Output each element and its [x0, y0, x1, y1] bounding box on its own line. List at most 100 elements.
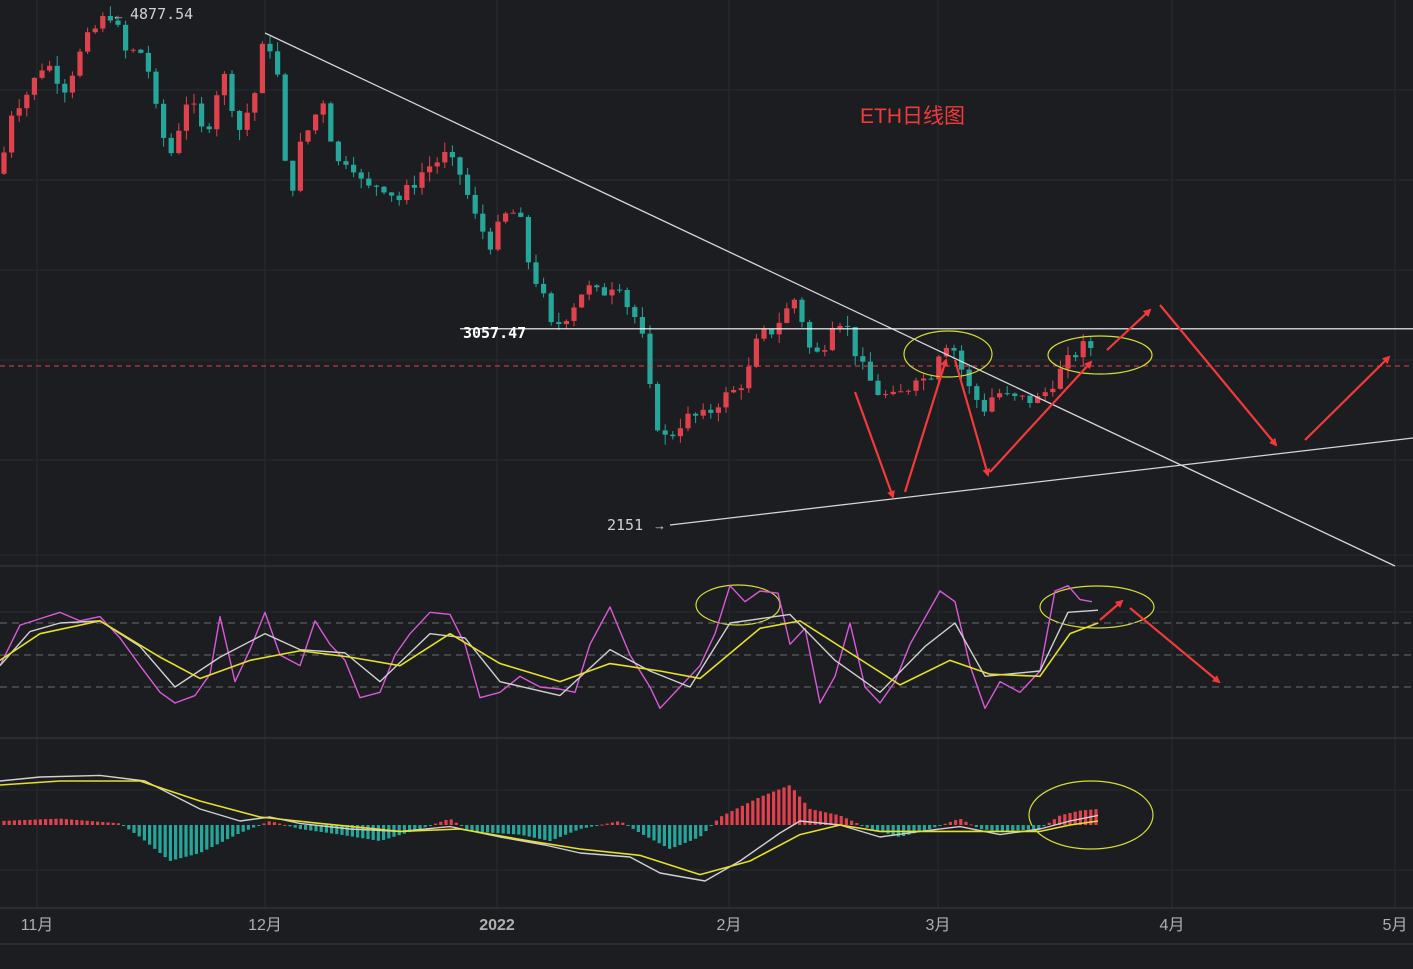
low-price-label: 2151 [607, 516, 643, 534]
candle-body [373, 185, 379, 187]
candle-body [548, 293, 554, 323]
candle-body [723, 392, 729, 408]
candle-body [647, 333, 653, 384]
macd-histogram-bar [704, 825, 708, 831]
candle-body [130, 49, 136, 51]
candle-body [457, 157, 463, 175]
candle-body [92, 28, 98, 33]
candle-body [183, 104, 189, 131]
macd-histogram-bar [382, 825, 386, 840]
macd-histogram-bar [974, 825, 978, 828]
macd-histogram-bar [241, 825, 245, 832]
candle-body [753, 338, 759, 367]
candle-body [518, 212, 524, 217]
candle-body [541, 283, 547, 294]
macd-histogram-bar [200, 825, 204, 853]
macd-histogram-bar [361, 825, 365, 839]
macd-histogram-bar [636, 825, 640, 833]
candle-body [107, 15, 113, 21]
candle-body [176, 130, 182, 154]
candle-body [449, 152, 455, 158]
high-price-label: 4877.54 [130, 5, 193, 23]
candle-body [693, 413, 699, 416]
candle-body [153, 71, 159, 104]
macd-histogram-bar [1052, 819, 1056, 825]
macd-histogram-bar [626, 825, 630, 826]
candle-body [161, 103, 167, 138]
candle-body [1080, 341, 1086, 358]
candle-body [47, 65, 53, 71]
macd-histogram-bar [1026, 825, 1030, 830]
macd-histogram-bar [912, 825, 916, 834]
highlight-ellipse-current [1047, 335, 1153, 375]
candle-body [867, 361, 873, 381]
macd-histogram-bar [870, 825, 874, 830]
macd-histogram-bar [449, 819, 453, 825]
macd-histogram-bar [101, 822, 105, 825]
macd-histogram-bar [356, 825, 360, 838]
macd-histogram-bar [990, 825, 994, 831]
macd-histogram-bar [1058, 815, 1062, 825]
macd-histogram-bar [694, 825, 698, 839]
macd-histogram-bar [605, 823, 609, 825]
macd-histogram-bar [1094, 809, 1098, 825]
macd-histogram-bar [262, 823, 266, 825]
x-axis: 11月 12月 2022 2月 3月 4月 5月 [21, 917, 1408, 934]
macd-histogram-bar [116, 823, 120, 825]
macd-histogram-bar [122, 825, 126, 826]
macd-histogram-bar [335, 825, 339, 835]
candle-body [814, 347, 820, 352]
candle-body [54, 65, 60, 84]
candle-body [427, 166, 433, 173]
macd-histogram-bar [948, 821, 952, 825]
candle-body [16, 108, 22, 116]
macd-histogram-bar [324, 825, 328, 833]
candle-body [594, 285, 600, 288]
candle-body [313, 114, 319, 131]
macd-dif-line [0, 774, 1099, 882]
macd-histogram-bar [688, 825, 692, 841]
macd-histogram-bar [579, 825, 583, 829]
candle-body [39, 70, 45, 78]
macd-histogram-bar [616, 821, 620, 825]
macd-histogram-bar [132, 825, 136, 833]
macd-histogram-bar [714, 820, 718, 825]
macd-histogram-bar [564, 825, 568, 835]
candle-body [138, 49, 144, 53]
candle-body [69, 75, 75, 93]
candle-body [1057, 368, 1063, 389]
macd-histogram-bar [111, 822, 115, 825]
candle-body [799, 299, 805, 323]
macd-histogram-bar [548, 825, 552, 841]
candle-body [411, 184, 417, 188]
candle-body [115, 20, 121, 25]
macd-histogram-bar [444, 819, 448, 825]
macd-histogram-bar [106, 822, 110, 825]
candle-body [100, 15, 106, 29]
macd-histogram-bar [33, 819, 37, 825]
candle-body [320, 103, 326, 115]
candle-body [845, 325, 851, 327]
macd-histogram-bar [454, 822, 458, 825]
candle-body [145, 52, 151, 72]
macd-histogram-bar [1032, 825, 1036, 830]
macd-histogram-bar [44, 819, 48, 825]
candlestick-series [1, 6, 1094, 445]
macd-histogram-bar [439, 821, 443, 825]
macd-histogram-bar [257, 825, 261, 826]
macd-histogram-bar [288, 825, 292, 827]
x-tick-label: 3月 [926, 917, 951, 934]
macd-histogram-bar [480, 825, 484, 833]
candle-body [442, 152, 448, 163]
macd-histogram-bar [59, 818, 63, 825]
candle-body [335, 141, 341, 162]
candle-body [495, 221, 501, 250]
macd-histogram-bar [236, 825, 240, 834]
macd-histogram-bar [163, 825, 167, 858]
highlight-ellipse-kdj-current [1039, 585, 1155, 629]
macd-histogram-bar [1078, 810, 1082, 825]
candle-body [358, 172, 364, 179]
macd-histogram-bar [844, 818, 848, 825]
